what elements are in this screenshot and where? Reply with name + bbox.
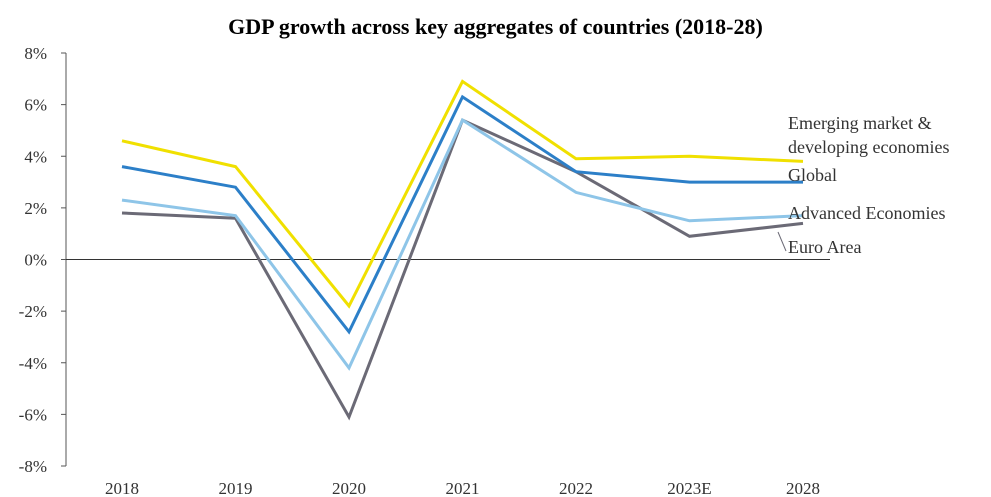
x-tick-label: 2023E [667, 479, 711, 497]
x-tick-label: 2022 [559, 479, 593, 497]
y-tick-label: -4% [19, 354, 47, 373]
x-tick-label: 2028 [786, 479, 820, 497]
y-tick-label: 0% [24, 251, 47, 270]
y-tick-label: -8% [19, 457, 47, 476]
x-tick-label: 2018 [105, 479, 139, 497]
legend-label: Advanced Economies [788, 203, 945, 223]
y-tick-label: 8% [24, 44, 47, 63]
chart-title: GDP growth across key aggregates of coun… [228, 14, 763, 39]
legend-label: Emerging market & developing economies [788, 113, 949, 157]
y-tick-label: 6% [24, 96, 47, 115]
legend-label: Euro Area [788, 237, 861, 257]
x-tick-label: 2020 [332, 479, 366, 497]
y-tick-label: 4% [24, 147, 47, 166]
y-tick-label: -2% [19, 302, 47, 321]
x-tick-label: 2021 [446, 479, 480, 497]
y-tick-label: -6% [19, 405, 47, 424]
legend-label: Global [788, 165, 837, 185]
series-line [121, 94, 803, 335]
euro-area-leader-line [777, 231, 787, 252]
series-line [121, 79, 804, 309]
y-tick-label: 2% [24, 199, 47, 218]
x-tick-label: 2019 [219, 479, 253, 497]
series-line [121, 117, 804, 371]
